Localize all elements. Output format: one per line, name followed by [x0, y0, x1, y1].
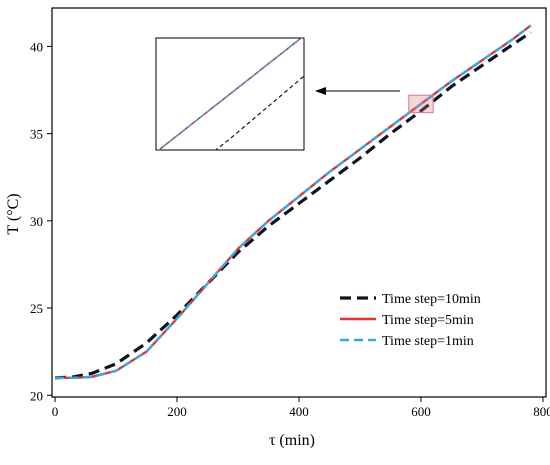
- x-axis-label: τ (min): [269, 432, 315, 449]
- x-tick-label: 200: [167, 404, 187, 419]
- zoom-region-box: [408, 94, 434, 114]
- zoom-arrow-head: [315, 87, 326, 95]
- x-tick-label: 0: [52, 404, 59, 419]
- x-tick-label: 600: [411, 404, 431, 419]
- series-layer: [54, 24, 532, 380]
- inset-series-line-1: [214, 75, 304, 150]
- series-line-1: [54, 31, 532, 380]
- y-tick-label: 40: [30, 39, 43, 54]
- x-axis-ticks: 0 200 400 600 800: [52, 397, 550, 419]
- inset-layer: [157, 38, 304, 150]
- y-axis-ticks: 20 25 30 35 40: [30, 39, 52, 403]
- legend-label-3: Time step=1min: [382, 334, 474, 349]
- y-axis-label: T (°C): [5, 193, 22, 234]
- legend-label-1: Time step=10min: [382, 292, 481, 307]
- inset-series-line-3: [157, 38, 303, 150]
- legend-label-2: Time step=5min: [382, 313, 474, 328]
- legend: Time step=10min Time step=5min Time step=1…: [340, 292, 481, 349]
- y-tick-label: 30: [30, 214, 43, 229]
- y-tick-label: 20: [30, 388, 43, 403]
- x-tick-label: 800: [533, 404, 550, 419]
- y-tick-label: 25: [30, 301, 43, 316]
- x-tick-label: 400: [289, 404, 309, 419]
- series-line-3: [55, 24, 532, 380]
- y-tick-label: 35: [30, 127, 43, 142]
